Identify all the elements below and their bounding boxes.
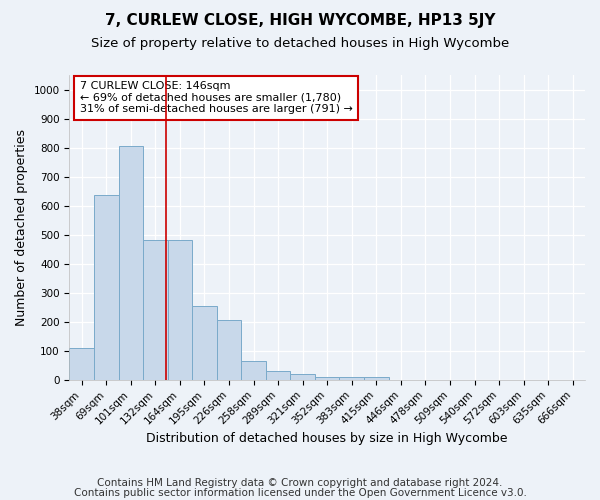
Bar — [119, 146, 143, 380]
Bar — [364, 377, 389, 380]
Bar — [143, 240, 167, 380]
Text: Contains HM Land Registry data © Crown copyright and database right 2024.: Contains HM Land Registry data © Crown c… — [97, 478, 503, 488]
Text: Contains public sector information licensed under the Open Government Licence v3: Contains public sector information licen… — [74, 488, 526, 498]
Bar — [241, 361, 266, 380]
Bar — [315, 377, 340, 380]
Text: 7 CURLEW CLOSE: 146sqm
← 69% of detached houses are smaller (1,780)
31% of semi-: 7 CURLEW CLOSE: 146sqm ← 69% of detached… — [80, 81, 353, 114]
Text: Size of property relative to detached houses in High Wycombe: Size of property relative to detached ho… — [91, 38, 509, 51]
Bar — [167, 240, 192, 380]
Bar — [217, 320, 241, 380]
X-axis label: Distribution of detached houses by size in High Wycombe: Distribution of detached houses by size … — [146, 432, 508, 445]
Bar — [340, 377, 364, 380]
Bar — [290, 374, 315, 380]
Bar — [266, 371, 290, 380]
Y-axis label: Number of detached properties: Number of detached properties — [15, 129, 28, 326]
Text: 7, CURLEW CLOSE, HIGH WYCOMBE, HP13 5JY: 7, CURLEW CLOSE, HIGH WYCOMBE, HP13 5JY — [105, 12, 495, 28]
Bar — [70, 348, 94, 380]
Bar — [94, 196, 119, 380]
Bar — [192, 306, 217, 380]
